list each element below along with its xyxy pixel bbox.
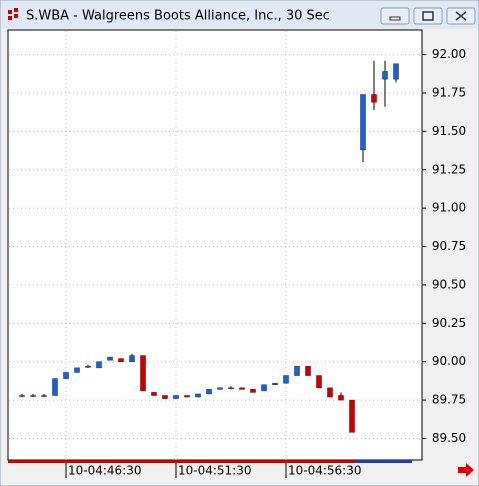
candle-body [74, 367, 80, 373]
candle-body [41, 395, 47, 397]
candle-body [162, 395, 168, 399]
candle-body [217, 387, 223, 390]
scroll-arrow[interactable] [458, 463, 474, 477]
minimize-button[interactable] [380, 7, 410, 25]
y-tick-label: 92.00 [432, 47, 466, 61]
candle-body [206, 389, 212, 395]
candle-body [151, 392, 157, 396]
candle-body [283, 375, 289, 384]
y-tick-label: 90.25 [432, 316, 466, 330]
candle-body [382, 71, 388, 80]
y-tick-label: 90.00 [432, 354, 466, 368]
candle-body [327, 387, 333, 398]
window-title: S.WBA - Walgreens Boots Alliance, Inc., … [26, 9, 330, 24]
candle-body [96, 361, 102, 369]
y-tick-label: 91.00 [432, 201, 466, 215]
x-tick-label: 10-04:46:30 [68, 464, 142, 478]
candle-body [360, 94, 366, 151]
y-tick-label: 90.50 [432, 277, 466, 291]
candle-body [173, 395, 179, 399]
candle-body [393, 63, 399, 80]
maximize-icon [422, 11, 434, 21]
candle-body [305, 366, 311, 376]
candle-body [239, 387, 245, 390]
candle-body [294, 366, 300, 376]
candle-body [228, 387, 234, 390]
candle-body [140, 355, 146, 392]
candle-body [371, 94, 377, 103]
candle-body [261, 384, 267, 392]
candle-body [250, 389, 256, 393]
maximize-button[interactable] [413, 7, 443, 25]
candle-body [272, 382, 278, 386]
candle-body [349, 399, 355, 433]
y-tick-label: 89.50 [432, 431, 466, 445]
candle-body [63, 372, 69, 379]
session-bar-red [8, 460, 355, 463]
candle-body [30, 395, 36, 397]
app-icon [8, 8, 18, 20]
y-tick-label: 90.75 [432, 239, 466, 253]
x-tick-label: 10-04:56:30 [288, 464, 362, 478]
plot-area [7, 29, 423, 461]
candle-body [195, 393, 201, 398]
candle-body [52, 378, 58, 396]
candle-body [316, 375, 322, 389]
y-tick-label: 91.50 [432, 124, 466, 138]
candle-body [107, 356, 113, 361]
candle-body [19, 395, 25, 397]
minimize-icon [389, 16, 401, 21]
candle-body [129, 355, 135, 362]
y-tick-label: 91.75 [432, 85, 466, 99]
candle-body [85, 366, 91, 368]
x-tick-label: 10-04:51:30 [178, 464, 252, 478]
y-tick-label: 89.75 [432, 393, 466, 407]
candle-body [118, 358, 124, 362]
candle-body [184, 395, 190, 398]
y-tick-label: 91.25 [432, 162, 466, 176]
close-icon [455, 11, 467, 21]
session-bar-blue [355, 460, 412, 463]
candle-body [338, 395, 344, 401]
